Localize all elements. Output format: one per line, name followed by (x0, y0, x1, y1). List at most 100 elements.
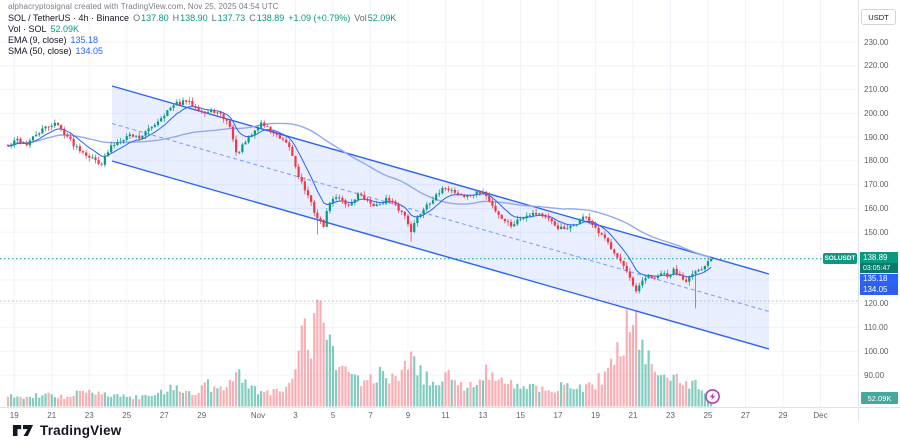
legend-sma-row[interactable]: SMA (50, close) 134.05 (8, 46, 396, 57)
candle-body (694, 271, 697, 275)
volume-bar (388, 383, 391, 407)
volume-bar (456, 385, 460, 407)
channel-lower-line[interactable] (111, 160, 770, 350)
volume-bar (153, 395, 156, 407)
price-tick-label: 220.00 (864, 61, 889, 71)
candle-body (169, 107, 172, 111)
volume-bar (419, 365, 422, 407)
volume-bar (425, 371, 428, 407)
candle-body (585, 216, 588, 218)
candle-body (78, 146, 81, 152)
volume-bar (206, 379, 210, 407)
volume-bar (91, 392, 94, 407)
volume-bar (428, 385, 431, 407)
candle-body (413, 223, 416, 232)
candle-body (431, 200, 435, 204)
candle-body (685, 279, 688, 282)
candle-body (150, 126, 153, 129)
candle-body (203, 111, 206, 114)
volume-bar (156, 392, 160, 407)
volume-bar (475, 384, 478, 407)
sma-50-line[interactable] (7, 122, 712, 258)
candle-body (335, 197, 338, 199)
volume-bar (22, 398, 25, 407)
volume-bar (272, 389, 275, 407)
volume-bar (569, 388, 572, 407)
candle-body (628, 271, 631, 278)
channel-upper-line[interactable] (111, 85, 770, 275)
event-flash-icon[interactable] (704, 388, 721, 405)
sma-indicator-value: 134.05 (75, 46, 104, 56)
candle-body (222, 113, 225, 120)
candle-body (300, 177, 303, 182)
price-tick-label: 230.00 (864, 37, 889, 47)
volume-bar (360, 386, 363, 407)
candle-body (650, 275, 653, 278)
volume-bar (472, 387, 475, 407)
candle-body (91, 157, 94, 159)
tradingview-logo[interactable]: TradingView (12, 422, 121, 439)
candle-body (603, 234, 606, 238)
volume-bar (56, 398, 60, 407)
volume-bar (700, 390, 703, 407)
volume-bar (260, 391, 263, 407)
descending-channel-fill[interactable] (112, 86, 769, 349)
channel-middle-line[interactable] (111, 122, 770, 313)
legend-ema-row[interactable]: EMA (9, close) 135.18 (8, 35, 396, 46)
volume-bar (603, 371, 606, 407)
candle-body (553, 221, 556, 226)
volume-bar (50, 394, 53, 407)
candle-body (353, 199, 356, 203)
candle-body (160, 118, 163, 122)
price-tick-label: 120.00 (864, 299, 889, 309)
time-axis[interactable]: 19 21 23 25 27 29 Nov 3 5 7 9 11 13 15 17 19 21 23 25 27 29 D… (0, 408, 858, 422)
candle-body (281, 138, 285, 140)
time-tick-label: 23 (84, 411, 94, 420)
time-tick-label: 27 (741, 411, 750, 420)
candle-body (60, 125, 63, 129)
candle-body (675, 268, 678, 275)
price-tick-label: 190.00 (864, 132, 889, 142)
volume-bar (172, 390, 175, 407)
ema-9-line[interactable] (7, 106, 712, 278)
candle-body (706, 261, 710, 266)
time-axis-separator (0, 407, 900, 408)
volume-bar (650, 364, 653, 407)
candle-body (316, 212, 319, 219)
volume-bar (225, 387, 228, 407)
volume-bar (522, 386, 525, 407)
volume-bar (597, 373, 600, 407)
tradingview-logo-icon (12, 425, 34, 436)
candle-body (219, 112, 222, 114)
last-price-badge[interactable]: 138.89 (860, 252, 898, 263)
currency-unit-button[interactable]: USDT (861, 9, 896, 25)
volume-bar (678, 382, 681, 407)
sma-value-badge: 134.05 (860, 284, 898, 295)
candle-body (260, 122, 263, 128)
volume-bar (531, 383, 535, 407)
volume-bar (131, 399, 135, 407)
volume-bar (688, 388, 691, 407)
volume-bar (663, 374, 666, 407)
candle-body (10, 144, 13, 147)
volume-bar (341, 365, 344, 407)
volume-bar (619, 356, 622, 407)
volume-bar (285, 386, 288, 407)
volume-bar (203, 382, 206, 407)
candle-body (285, 139, 288, 143)
ema-indicator-label: EMA (9, close) (8, 35, 67, 45)
candle-body (550, 218, 553, 222)
volume-bar (16, 396, 19, 407)
candle-body (181, 100, 185, 105)
candle-body (541, 213, 544, 217)
volume-bar (547, 390, 550, 407)
close-label: C (249, 13, 256, 23)
volume-bar (191, 394, 194, 407)
candle-body (291, 146, 294, 156)
volume-bar (281, 391, 285, 407)
candle-body (244, 142, 247, 145)
volume-bar (669, 380, 672, 407)
legend-volume-row[interactable]: Vol · SOL 52.09K (8, 24, 396, 35)
